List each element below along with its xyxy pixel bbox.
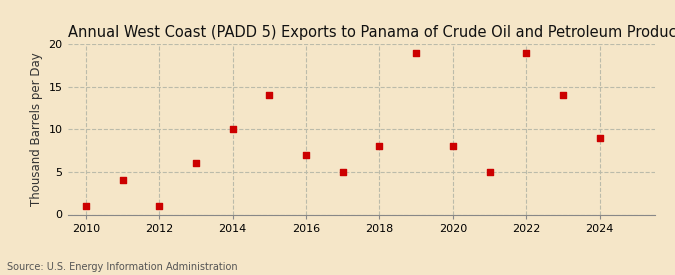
Point [374,144,385,148]
Point [484,170,495,174]
Point [80,204,91,208]
Y-axis label: Thousand Barrels per Day: Thousand Barrels per Day [30,52,43,206]
Point [411,50,422,55]
Text: Source: U.S. Energy Information Administration: Source: U.S. Energy Information Administ… [7,262,238,272]
Point [154,204,165,208]
Text: Annual West Coast (PADD 5) Exports to Panama of Crude Oil and Petroleum Products: Annual West Coast (PADD 5) Exports to Pa… [68,25,675,40]
Point [521,50,532,55]
Point [264,93,275,97]
Point [300,153,311,157]
Point [558,93,568,97]
Point [190,161,201,166]
Point [227,127,238,131]
Point [448,144,458,148]
Point [117,178,128,183]
Point [338,170,348,174]
Point [594,136,605,140]
